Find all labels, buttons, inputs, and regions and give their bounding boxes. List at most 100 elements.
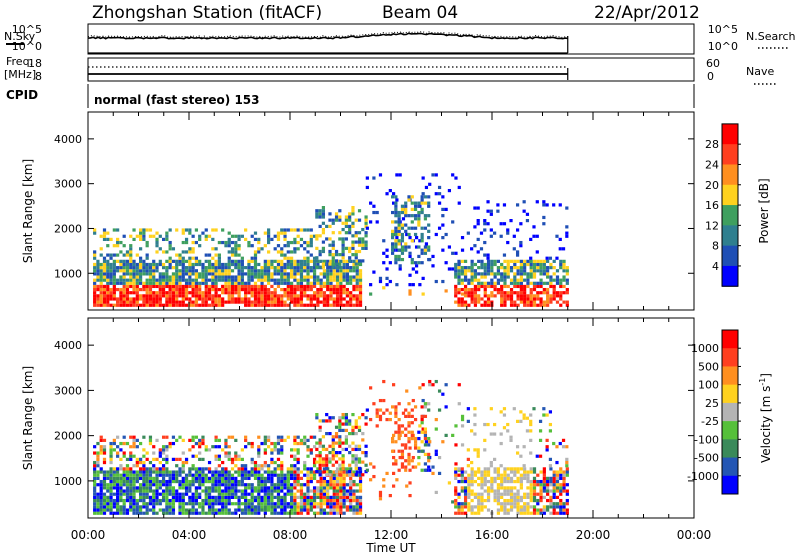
heatmap-cell	[519, 284, 523, 289]
heatmap-cell	[260, 291, 264, 295]
heatmap-cell	[244, 502, 248, 506]
heatmap-cell	[447, 267, 452, 271]
heatmap-cell	[207, 291, 212, 295]
heatmap-cell	[152, 284, 156, 289]
heatmap-cell	[142, 498, 146, 503]
heatmap-cell	[198, 303, 202, 307]
heatmap-cell	[342, 479, 346, 484]
heatmap-cell	[129, 508, 133, 512]
heatmap-cell	[549, 505, 553, 509]
heatmap-cell	[227, 278, 231, 282]
heatmap-cell	[178, 303, 182, 307]
heatmap-cell	[244, 511, 248, 515]
heatmap-cell	[500, 287, 504, 292]
heatmap-cell	[312, 278, 317, 282]
heatmap-cell	[565, 511, 569, 515]
heatmap-cell	[106, 498, 110, 503]
heatmap-cell	[335, 495, 340, 499]
heatmap-cell	[394, 204, 398, 208]
heatmap-cell	[341, 237, 345, 241]
heatmap-cell	[349, 278, 353, 282]
heatmap-cell	[321, 227, 326, 232]
heatmap-cell	[546, 498, 550, 503]
heatmap-cell	[99, 448, 103, 452]
heatmap-cell	[194, 498, 199, 503]
heatmap-cell	[420, 226, 424, 230]
heatmap-cell	[339, 294, 343, 298]
heatmap-cell	[181, 511, 185, 515]
heatmap-cell	[171, 297, 176, 301]
heatmap-cell	[152, 505, 156, 509]
heatmap-cell	[378, 276, 383, 280]
heatmap-cell	[293, 470, 297, 474]
heatmap-cell	[234, 479, 238, 484]
heatmap-cell	[214, 438, 218, 442]
heatmap-cell	[312, 284, 317, 289]
heatmap-cell	[168, 291, 172, 295]
heatmap-cell	[247, 498, 251, 503]
heatmap-cell	[109, 275, 113, 279]
heatmap-cell	[240, 266, 244, 270]
heatmap-cell	[224, 473, 228, 477]
heatmap-cell	[175, 269, 179, 273]
heatmap-cell	[476, 237, 480, 242]
heatmap-cell	[181, 502, 185, 506]
heatmap-cell	[329, 495, 333, 499]
heatmap-cell	[132, 492, 136, 496]
heatmap-cell	[526, 275, 530, 279]
heatmap-cell	[204, 278, 208, 282]
heatmap-cell	[263, 266, 267, 270]
heatmap-cell	[293, 467, 297, 471]
heatmap-cell	[423, 251, 428, 255]
heatmap-cell	[198, 486, 202, 490]
heatmap-cell	[539, 483, 543, 487]
heatmap-cell	[230, 489, 235, 493]
heatmap-cell	[529, 438, 533, 442]
heatmap-cell	[361, 473, 365, 477]
heatmap-cell	[342, 495, 346, 499]
heatmap-cell	[457, 262, 461, 267]
heatmap-cell	[188, 483, 192, 487]
heatmap-cell	[546, 483, 550, 487]
heatmap-cell	[112, 228, 116, 232]
heatmap-cell	[509, 438, 513, 442]
heatmap-cell	[532, 259, 537, 263]
heatmap-cell	[184, 479, 189, 484]
heatmap-cell	[293, 457, 297, 461]
heatmap-cell	[332, 269, 336, 273]
heatmap-cell	[519, 275, 523, 279]
heatmap-cell	[397, 210, 401, 215]
heatmap-cell	[306, 445, 310, 449]
heatmap-cell	[499, 441, 503, 446]
heatmap-cell	[250, 300, 254, 304]
heatmap-cell	[230, 253, 235, 257]
heatmap-cell	[303, 441, 307, 446]
heatmap-cell	[369, 478, 373, 482]
heatmap-cell	[286, 297, 290, 301]
heatmap-cell	[139, 483, 143, 487]
heatmap-cell	[273, 495, 277, 499]
heatmap-cell	[334, 253, 339, 257]
heatmap-cell	[322, 284, 327, 289]
heatmap-cell	[221, 489, 225, 493]
heatmap-cell	[158, 451, 162, 455]
heatmap-cell	[155, 479, 159, 484]
heatmap-cell	[463, 479, 468, 484]
heatmap-cell	[328, 253, 332, 257]
heatmap-cell	[132, 228, 136, 232]
heatmap-cell	[427, 201, 431, 205]
heatmap-cell	[549, 275, 553, 279]
heatmap-cell	[122, 234, 126, 238]
heatmap-cell	[503, 492, 507, 496]
heatmap-cell	[473, 297, 478, 301]
heatmap-cell	[148, 498, 153, 503]
heatmap-cell	[312, 291, 317, 295]
heatmap-cell	[503, 505, 507, 509]
heatmap-cell	[326, 505, 330, 509]
heatmap-cell	[536, 284, 540, 289]
heatmap-cell	[296, 451, 300, 455]
heatmap-cell	[129, 284, 133, 289]
heatmap-cell	[352, 294, 356, 298]
heatmap-cell	[552, 511, 556, 515]
heatmap-cell	[253, 489, 258, 493]
